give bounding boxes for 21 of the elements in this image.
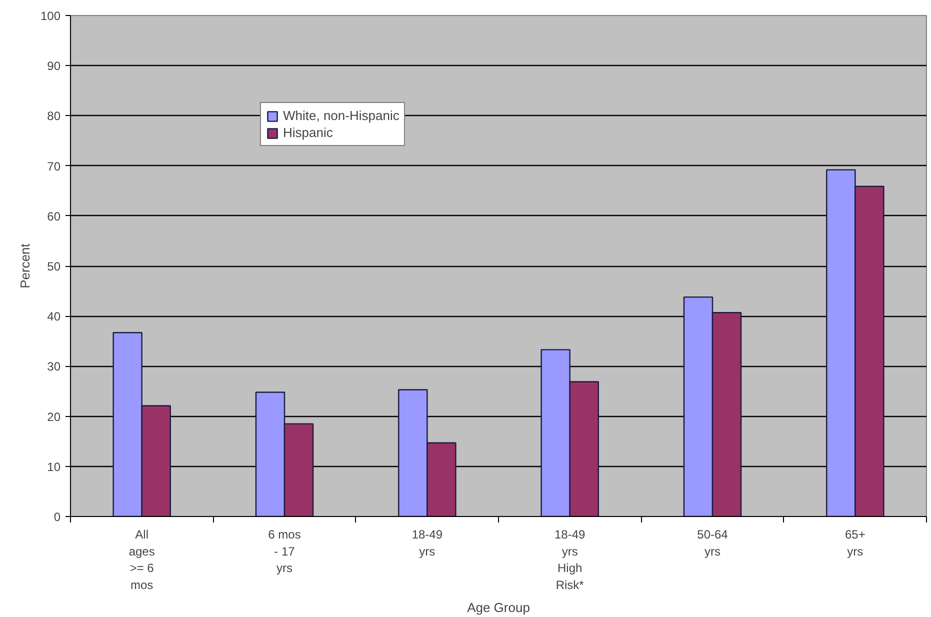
x-tick-label: 65+ yrs <box>844 528 866 558</box>
y-tick-label: 30 <box>47 360 61 374</box>
x-tick-label: All ages >= 6 mos <box>128 528 155 592</box>
y-tick-label: 0 <box>54 510 61 524</box>
x-tick-label: 50-64 yrs <box>697 528 728 558</box>
y-tick-label: 100 <box>40 9 61 23</box>
x-tick-label: 18-49 yrs <box>412 528 443 558</box>
y-tick-label: 10 <box>47 460 61 474</box>
x-axis-title: Age Group <box>467 600 530 615</box>
y-tick-label: 50 <box>47 260 61 274</box>
legend-label: Hispanic <box>283 125 333 140</box>
x-tick-label: 18-49 yrs High Risk* <box>554 528 586 592</box>
y-tick-label: 80 <box>47 109 61 124</box>
y-axis-title: Percent <box>17 243 32 288</box>
y-tick-label: 40 <box>47 310 61 324</box>
y-tick-label: 20 <box>47 410 61 424</box>
y-tick-label: 90 <box>47 59 61 74</box>
x-tick-label: 6 mos - 17 yrs <box>268 528 301 576</box>
y-tick-label: 70 <box>47 159 61 174</box>
legend-label: White, non-Hispanic <box>283 108 400 123</box>
y-tick-label: 60 <box>47 209 61 224</box>
